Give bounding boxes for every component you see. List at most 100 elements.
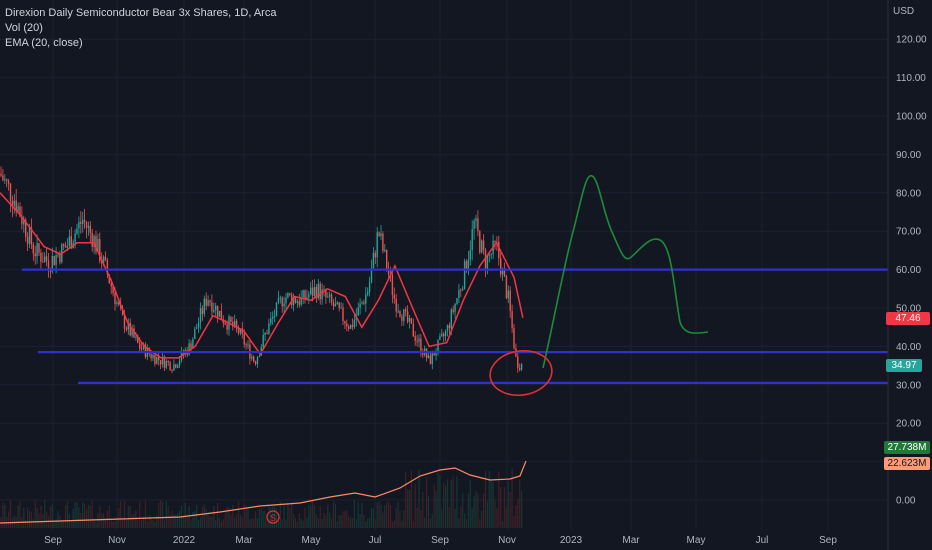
volume-bar [236,514,238,528]
candle-body [332,302,335,307]
volume-bar [201,506,203,528]
candle-body [327,296,329,298]
candle-body [317,283,319,298]
candle-body [334,304,337,307]
candle-body [481,240,483,253]
candle-body [395,298,397,312]
candle-body [357,307,359,316]
volume-bar [19,501,21,528]
volume-bar [268,504,270,528]
candle-body [21,216,23,225]
volume-bar [479,519,481,528]
volume-bar [388,501,390,528]
candle-body [479,231,481,253]
candle-body [211,302,213,312]
volume-bar [249,519,251,528]
candle-body [101,261,103,264]
candle-body [78,221,80,229]
volume-bar [507,480,509,528]
candle-body [254,361,257,365]
volume-bar [256,518,259,528]
candle-body [66,245,69,248]
volume-bar [46,511,48,528]
volume-bar [51,503,53,528]
volume-bar [319,506,321,528]
volume-bar [344,511,346,528]
volume-bar [312,500,314,528]
volume-bar [275,507,278,528]
volume-bar [152,519,154,528]
volume-bar [450,480,452,528]
time-tick-label: Jul [756,535,769,546]
candle-body [87,225,90,228]
candle-body [450,309,452,329]
volume-bar [281,519,283,528]
volume-bar [53,521,55,528]
candle-body [110,283,112,287]
candle-body [177,365,179,368]
volume-bar [87,504,89,528]
volume-bar [95,521,97,528]
candle-body [323,289,325,291]
candle-body [387,269,390,275]
candle-body [95,236,97,252]
volume-bar [194,511,196,528]
candle-body [273,315,276,317]
volume-bar [395,508,397,528]
volume-bar [515,505,517,528]
price-tick-label: 70.00 [896,227,921,238]
volume-bar [260,508,262,528]
volume-bar [488,471,490,528]
volume-bar [17,504,19,528]
volume-bar [511,468,513,528]
candle-body [349,325,352,329]
volume-bar [25,520,27,528]
volume-indicator-label[interactable]: Vol (20) [5,22,43,34]
candle-body [91,232,93,247]
candle-body [439,336,441,340]
candle-body [178,360,181,366]
volume-bar [38,514,40,528]
volume-bar [359,514,361,528]
volume-bar [475,491,477,528]
volume-bar [234,518,236,528]
candle-body [159,360,162,365]
volume-bar [477,493,479,528]
volume-bar [220,521,222,528]
candle-body [446,325,449,332]
volume-bar [169,514,171,528]
volume-bar [363,514,365,528]
volume-bar [65,505,67,528]
symbol-title[interactable]: Direxion Daily Semiconductor Bear 3x Sha… [5,7,277,19]
candle-body [460,289,462,291]
volume-bar [431,513,433,528]
volume-bar [230,514,232,528]
ema-line [0,192,524,359]
volume-bar [154,521,156,528]
candle-body [500,258,502,275]
support-resistance-lines [22,268,888,384]
candle-body [467,259,470,270]
candle-body [376,232,378,258]
candle-body [368,282,371,292]
candle-body [55,255,57,265]
volume-bar [441,508,443,528]
candle-body [161,356,164,365]
volume-bar [218,517,221,528]
candle-body [230,316,232,322]
volume-bar [382,512,384,528]
volume-bar [416,507,418,528]
volume-bar [490,479,492,528]
volume-bar [313,505,316,528]
volume-bar [272,506,274,528]
candle-body [452,309,454,312]
ema-indicator-label[interactable]: EMA (20, close) [5,37,83,49]
volume-bar [8,511,10,528]
volume-bar [188,505,190,528]
candle-body [82,219,84,224]
volume-bar [179,510,181,528]
volume-bar [521,490,523,528]
dividend-marker[interactable]: S [266,510,280,524]
candle-body [137,336,139,343]
